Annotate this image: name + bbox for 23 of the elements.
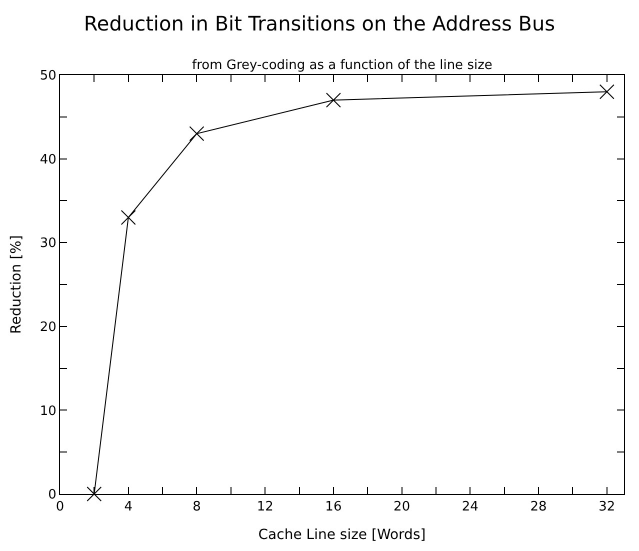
y-tick-label: 10 [40, 404, 56, 419]
x-tick-label: 12 [256, 500, 274, 515]
x-axis-title: Cache Line size [Words] [258, 526, 426, 543]
y-axis-title: Reduction [%] [8, 235, 24, 334]
y-tick-label: 0 [48, 488, 56, 503]
point [189, 126, 204, 142]
point [599, 84, 614, 100]
x-tick-label: 16 [325, 500, 342, 515]
x-tick-label: 8 [192, 500, 201, 515]
chart-title: Reduction in Bit Transitions on the Address Bus [84, 12, 556, 36]
x-tick-label: 24 [462, 500, 478, 515]
point [120, 210, 136, 225]
x-tick-label: 4 [124, 500, 132, 515]
point [326, 92, 341, 108]
y-tick-label: 30 [40, 236, 56, 252]
x-tick-label: 28 [530, 500, 547, 515]
x-tick-label: 32 [598, 500, 616, 515]
y-tick-label: 20 [40, 320, 56, 335]
y-tick-label: 40 [40, 152, 56, 168]
y-tick-label: 50 [40, 68, 56, 84]
point [86, 486, 102, 502]
chart-subtitle: from Grey-coding as a function of the line size [192, 58, 492, 73]
x-tick-label: 20 [394, 500, 410, 515]
